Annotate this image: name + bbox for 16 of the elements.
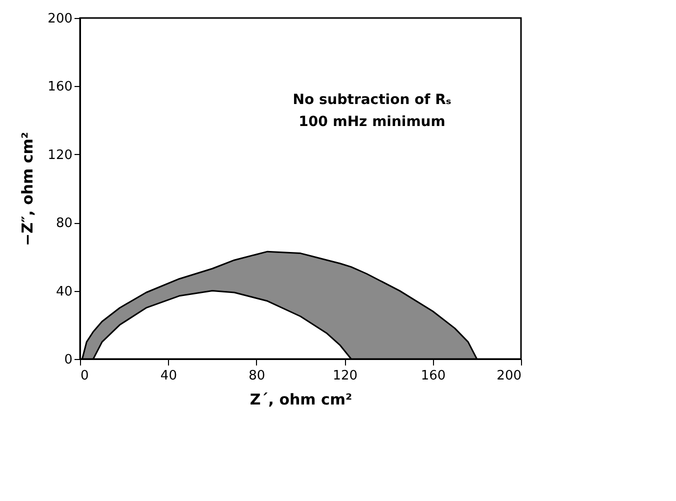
y-tick-label: 200 — [48, 12, 72, 26]
x-tick-label: 120 — [332, 368, 358, 384]
y-tick-label: 120 — [48, 148, 72, 163]
y-tick-label: 40 — [56, 284, 72, 300]
x-tick-label: 160 — [420, 368, 446, 384]
annotation: No subtraction of Rₛ — [292, 92, 452, 108]
y-tick-label: 0 — [64, 352, 72, 368]
y-tick-label: 80 — [56, 216, 72, 232]
x-tick-label: 80 — [248, 368, 266, 384]
x-tick-label: 40 — [160, 368, 177, 384]
annotation: 100 mHz minimum — [298, 114, 446, 130]
y-axis-title: −Z″, ohm cm² — [18, 132, 37, 246]
y-tick-label: 160 — [48, 80, 72, 95]
x-axis-title: Z´, ohm cm² — [250, 390, 352, 408]
x-tick-label: 0 — [80, 368, 89, 384]
x-tick-label: 200 — [496, 368, 522, 384]
